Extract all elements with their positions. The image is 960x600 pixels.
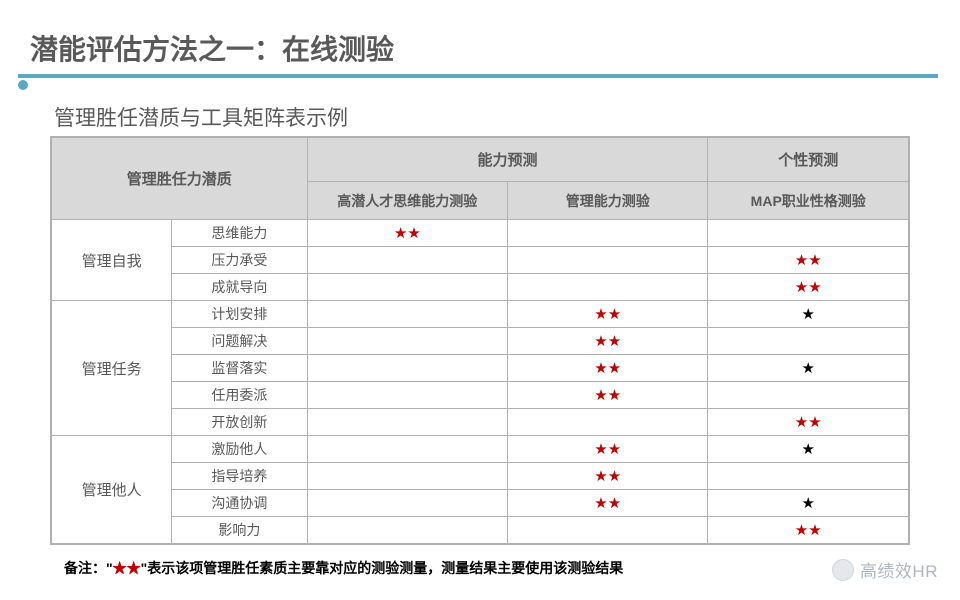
- table-row: 指导培养 ★★: [52, 463, 909, 490]
- mark-cell: [307, 355, 507, 382]
- item-cell: 沟通协调: [172, 490, 307, 517]
- mark-cell: ★★: [508, 355, 708, 382]
- category-cell: 管理他人: [52, 436, 172, 544]
- item-cell: 开放创新: [172, 409, 307, 436]
- brand-watermark: 高绩效HR: [832, 557, 938, 582]
- mark-cell: [708, 220, 909, 247]
- mark-cell: [708, 463, 909, 490]
- table-row: 压力承受 ★★: [52, 247, 909, 274]
- mark-cell: ★★: [708, 517, 909, 544]
- header-test-map: MAP职业性格测验: [708, 182, 909, 220]
- mark-cell: ★★: [508, 328, 708, 355]
- mark-cell: ★★: [508, 490, 708, 517]
- mark-cell: [307, 463, 507, 490]
- mark-cell: [508, 274, 708, 301]
- header-test-thinking: 高潜人才思维能力测验: [307, 182, 507, 220]
- mark-cell: ★★: [508, 382, 708, 409]
- table-row: 问题解决 ★★: [52, 328, 909, 355]
- table-row: 监督落实 ★★★: [52, 355, 909, 382]
- mark-cell: [307, 301, 507, 328]
- header-test-management: 管理能力测验: [508, 182, 708, 220]
- item-cell: 计划安排: [172, 301, 307, 328]
- table-row: 任用委派 ★★: [52, 382, 909, 409]
- mark-cell: [708, 382, 909, 409]
- slide-title: 潜能评估方法之一：在线测验: [30, 28, 394, 68]
- table-row: 成就导向 ★★: [52, 274, 909, 301]
- item-cell: 思维能力: [172, 220, 307, 247]
- footnote-suffix: "表示该项管理胜任素质主要靠对应的测验测量，测量结果主要使用该测验结果: [141, 560, 624, 576]
- table-row: 影响力 ★★: [52, 517, 909, 544]
- item-cell: 影响力: [172, 517, 307, 544]
- item-cell: 激励他人: [172, 436, 307, 463]
- item-cell: 成就导向: [172, 274, 307, 301]
- item-cell: 问题解决: [172, 328, 307, 355]
- competency-matrix-table: 管理胜任力潜质 能力预测 个性预测 高潜人才思维能力测验 管理能力测验 MAP职…: [50, 136, 910, 545]
- mark-cell: [307, 274, 507, 301]
- mark-cell: [307, 382, 507, 409]
- brand-icon: [832, 559, 854, 581]
- category-cell: 管理任务: [52, 301, 172, 436]
- slide: { "title": "潜能评估方法之一：在线测验", "subtitle": …: [0, 0, 960, 600]
- slide-subtitle: 管理胜任潜质与工具矩阵表示例: [54, 102, 348, 132]
- mark-cell: [307, 247, 507, 274]
- header-ability-prediction: 能力预测: [307, 138, 708, 182]
- table-row: 管理自我思维能力★★: [52, 220, 909, 247]
- table-row: 沟通协调 ★★★: [52, 490, 909, 517]
- header-competency: 管理胜任力潜质: [52, 138, 308, 220]
- title-underline: [18, 74, 938, 78]
- mark-cell: ★★: [307, 220, 507, 247]
- table-row: 管理任务计划安排★★★: [52, 301, 909, 328]
- footnote-prefix: 备注：": [64, 560, 113, 576]
- footnote: 备注："★★"表示该项管理胜任素质主要靠对应的测验测量，测量结果主要使用该测验结…: [64, 558, 623, 578]
- mark-cell: [307, 517, 507, 544]
- mark-cell: ★★: [708, 247, 909, 274]
- footnote-stars: ★★: [113, 560, 141, 576]
- item-cell: 指导培养: [172, 463, 307, 490]
- mark-cell: ★★: [508, 436, 708, 463]
- item-cell: 任用委派: [172, 382, 307, 409]
- mark-cell: [307, 328, 507, 355]
- item-cell: 监督落实: [172, 355, 307, 382]
- table-row: 管理他人激励他人★★★: [52, 436, 909, 463]
- mark-cell: [307, 436, 507, 463]
- mark-cell: [508, 517, 708, 544]
- mark-cell: [708, 328, 909, 355]
- mark-cell: ★: [708, 355, 909, 382]
- table-body: 管理自我思维能力★★压力承受★★成就导向★★管理任务计划安排★★★问题解决★★监…: [52, 220, 909, 544]
- mark-cell: ★: [708, 301, 909, 328]
- mark-cell: [307, 409, 507, 436]
- mark-cell: ★: [708, 436, 909, 463]
- title-dot: [18, 80, 28, 90]
- brand-text: 高绩效HR: [860, 557, 938, 582]
- mark-cell: [508, 220, 708, 247]
- mark-cell: [508, 409, 708, 436]
- table-row: 开放创新 ★★: [52, 409, 909, 436]
- mark-cell: [508, 247, 708, 274]
- mark-cell: ★★: [508, 463, 708, 490]
- mark-cell: ★★: [708, 274, 909, 301]
- mark-cell: [307, 490, 507, 517]
- mark-cell: ★★: [508, 301, 708, 328]
- item-cell: 压力承受: [172, 247, 307, 274]
- mark-cell: ★: [708, 490, 909, 517]
- header-personality-prediction: 个性预测: [708, 138, 909, 182]
- mark-cell: ★★: [708, 409, 909, 436]
- category-cell: 管理自我: [52, 220, 172, 301]
